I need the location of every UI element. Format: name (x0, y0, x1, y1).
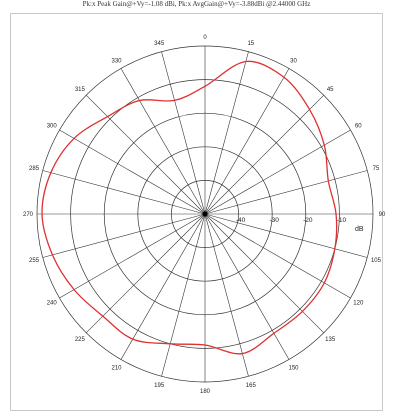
angle-tick-label: 315 (75, 87, 86, 93)
angle-tick-label: 195 (154, 383, 165, 389)
grid-spoke (204, 94, 325, 215)
radial-tick-labels: -40 -30 -20 -10 (236, 217, 347, 224)
grid-spoke (204, 213, 351, 299)
grid-spoke (59, 213, 206, 299)
grid-spoke (85, 213, 206, 334)
radial-tick-label: -20 (303, 217, 313, 224)
radial-unit-label: dB (355, 226, 364, 233)
angle-tick-label: 180 (200, 389, 211, 395)
grid-spoke (120, 68, 206, 215)
plot-frame (10, 13, 383, 411)
grid-spoke (161, 213, 206, 377)
center-dot (202, 211, 208, 217)
grid-spoke (59, 129, 206, 215)
grid-spoke (204, 51, 249, 215)
grid-spoke (204, 213, 368, 258)
angle-tick-label: 135 (325, 337, 336, 343)
grid-spoke (204, 213, 249, 377)
angle-tick-label: 0 (203, 35, 207, 41)
angle-tick-label: 105 (371, 258, 382, 264)
angle-tick-label: 75 (373, 166, 380, 172)
angle-tick-label: 15 (247, 41, 254, 47)
angle-tick-label: 330 (111, 59, 122, 65)
grid-spoke (161, 51, 206, 215)
angle-tick-label: 300 (47, 124, 58, 130)
angle-tick-label: 255 (29, 258, 40, 264)
grid-spoke (42, 170, 206, 215)
radial-tick-label: -40 (236, 217, 246, 224)
chart-title: Pk:x Peak Gain@+Vy=-1.08 dBi, Pk:x AvgGa… (82, 0, 311, 8)
angle-tick-label: 60 (355, 124, 362, 130)
radial-tick-label: -10 (337, 217, 347, 224)
grid-spoke (204, 129, 351, 215)
angle-tick-label: 90 (379, 212, 386, 218)
grid-spoke (120, 213, 206, 360)
angle-tick-labels: 0 15 30 45 60 75 90 105 120 135 150 165 180 195 210 225… (23, 35, 386, 395)
angle-tick-label: 225 (75, 337, 86, 343)
angle-tick-label: 120 (353, 301, 364, 307)
angle-tick-label: 210 (111, 365, 122, 371)
radial-tick-label: -30 (269, 217, 279, 224)
grid-spoke (204, 68, 290, 215)
grid-spoke (204, 213, 290, 360)
grid-spoke (204, 213, 325, 334)
angle-tick-label: 165 (246, 383, 257, 389)
angle-tick-label: 45 (327, 87, 334, 93)
grid-spoke (85, 94, 206, 215)
grid-spoke (204, 170, 368, 215)
grid-spoke (42, 213, 206, 258)
series-line (41, 60, 338, 355)
angle-tick-label: 285 (29, 166, 40, 172)
angle-tick-label: 270 (23, 212, 34, 218)
angle-spokes (37, 46, 373, 382)
angle-tick-label: 150 (288, 365, 299, 371)
angle-tick-label: 240 (47, 301, 58, 307)
angle-tick-label: 30 (290, 59, 297, 65)
angle-tick-label: 345 (154, 41, 165, 47)
